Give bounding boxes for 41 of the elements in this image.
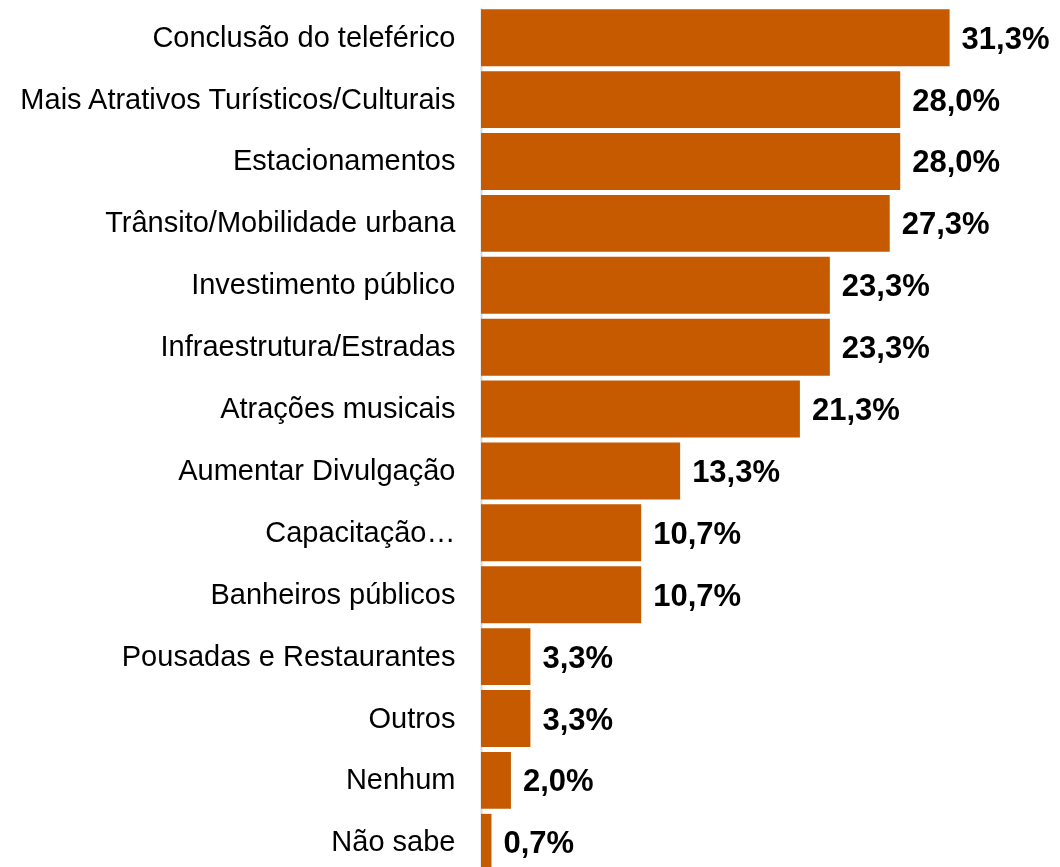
bar	[481, 9, 950, 67]
data-label: 31,3%	[961, 20, 1050, 56]
y-tick-label: Atrações musicais	[220, 392, 456, 425]
y-tick-label: Não sabe	[331, 825, 456, 858]
data-label: 13,3%	[692, 453, 781, 489]
y-tick-label: Investimento público	[191, 268, 456, 301]
data-label: 2,0%	[522, 763, 594, 799]
bar	[481, 690, 531, 747]
data-label: 23,3%	[841, 268, 930, 304]
data-label: 27,3%	[901, 206, 990, 242]
y-tick-label: Banheiros públicos	[210, 577, 456, 610]
data-label: 28,0%	[912, 144, 1001, 180]
bar	[481, 751, 511, 809]
bar	[481, 504, 642, 562]
y-tick-label: Capacitação…	[265, 515, 456, 548]
y-tick-label: Trânsito/Mobilidade urbana	[105, 206, 457, 239]
y-tick-label: Pousadas e Restaurantes	[121, 639, 456, 672]
data-label: 10,7%	[653, 515, 742, 551]
y-tick-label: Conclusão do teleférico	[152, 20, 456, 53]
y-tick-label: Infraestrutura/Estradas	[160, 330, 456, 363]
y-tick-label: Mais Atrativos Turísticos/Culturais	[20, 82, 456, 115]
bar	[481, 628, 531, 686]
bar	[481, 133, 901, 190]
bar	[481, 442, 681, 500]
data-label: 3,3%	[542, 639, 614, 675]
data-label: 23,3%	[841, 330, 930, 366]
y-tick-label: Nenhum	[345, 763, 456, 796]
y-tick-label: Aumentar Divulgação	[178, 453, 456, 486]
data-label: 10,7%	[653, 577, 742, 613]
data-label: 0,7%	[503, 825, 575, 861]
bar	[481, 380, 800, 438]
bar	[481, 194, 890, 252]
data-label: 21,3%	[811, 392, 900, 428]
bar	[481, 71, 901, 129]
y-tick-label: Estacionamentos	[233, 144, 456, 177]
data-label: 28,0%	[912, 82, 1001, 118]
bar	[481, 566, 642, 624]
y-tick-label: Outros	[368, 701, 456, 734]
data-label: 3,3%	[542, 701, 614, 737]
bar	[481, 256, 830, 314]
bar	[481, 318, 830, 376]
